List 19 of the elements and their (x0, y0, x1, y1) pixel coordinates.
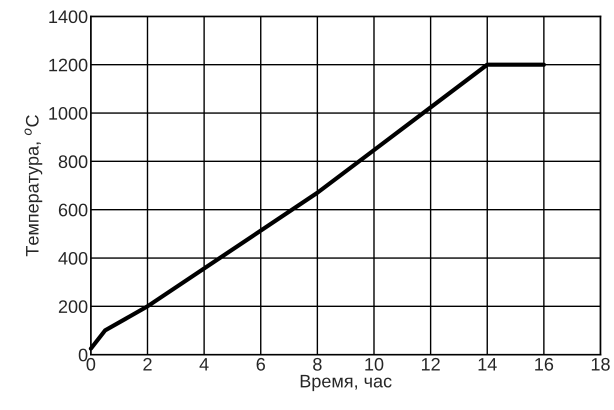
x-tick-label: 14 (478, 358, 497, 371)
y-tick-label: 600 (58, 204, 88, 216)
x-axis-title: Время, час (300, 374, 392, 392)
x-tick-label: 16 (535, 358, 554, 371)
x-tick-label: 10 (365, 358, 384, 371)
x-tick-label: 2 (143, 358, 152, 371)
y-tick-label: 800 (58, 155, 88, 168)
y-tick-label: 200 (58, 300, 88, 314)
x-tick-label: 4 (200, 358, 209, 371)
y-tick-label: 0 (78, 348, 88, 362)
y-tick-label: 400 (58, 252, 88, 265)
x-tick-label: 18 (592, 358, 610, 371)
x-tick-label: 8 (313, 358, 322, 371)
x-tick-label: 12 (422, 358, 440, 371)
y-tick-label: 1000 (49, 106, 88, 120)
y-tick-label: 1400 (49, 10, 88, 24)
x-tick-label: 6 (256, 358, 265, 371)
y-axis-title: Температура, $^{o}$C (24, 115, 42, 256)
y-tick-label: 1200 (49, 58, 88, 72)
